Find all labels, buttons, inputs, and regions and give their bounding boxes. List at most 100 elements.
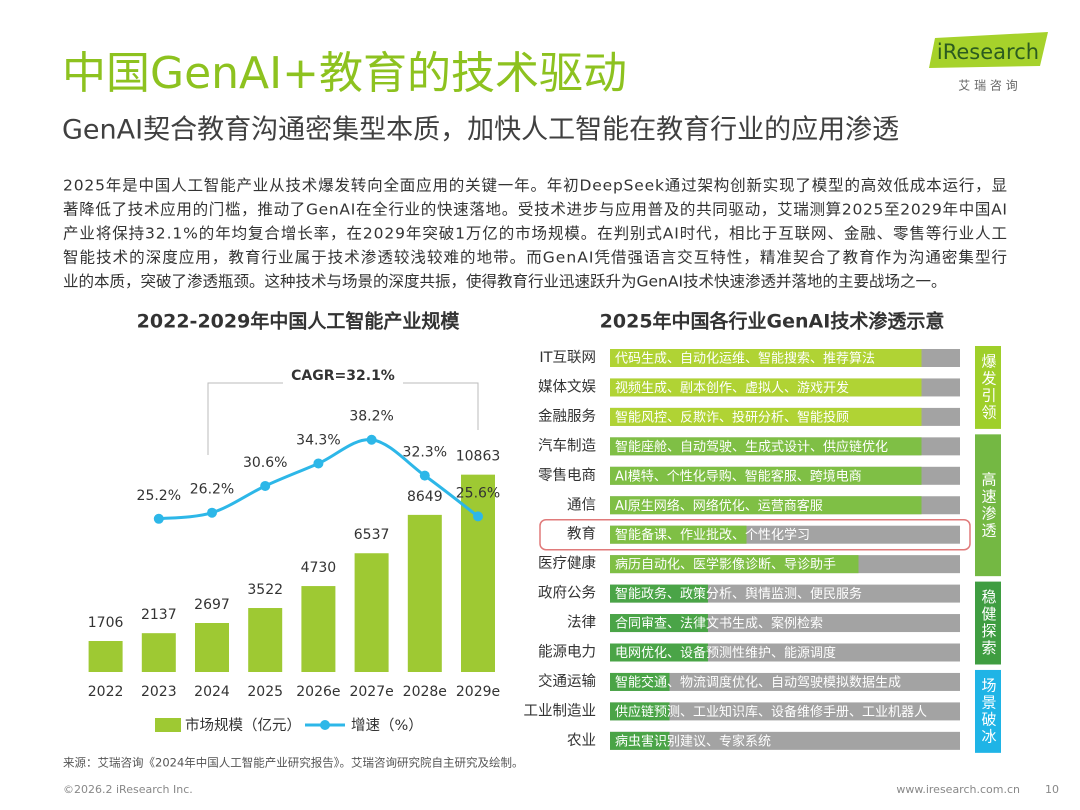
body-text: 2025年是中国人工智能产业从技术爆发转向全面应用的关键一年。年初DeepSee… — [63, 176, 1007, 195]
x-tick-label: 2022 — [88, 684, 124, 700]
penetration-bar — [610, 407, 922, 426]
track — [610, 672, 960, 691]
source: 来源：艾瑞咨询《2024年中国人工智能产业研究报告》。艾瑞咨询研究院自主研究及绘… — [63, 756, 524, 770]
track — [610, 731, 960, 750]
bar — [195, 623, 229, 672]
x-tick-label: 2026e — [296, 684, 340, 700]
growth-label: 30.6% — [243, 455, 287, 471]
growth-label: 38.2% — [349, 409, 393, 425]
row-text: AI原生网络、网络优化、运营商客服 — [615, 498, 823, 514]
row-text: 智能交通、物流调度优化、自动驾驶模拟数据生成 — [615, 674, 901, 690]
row-label: 能源电力 — [538, 644, 596, 661]
bar — [248, 608, 283, 672]
growth-dot — [473, 511, 483, 522]
growth-dot — [153, 513, 164, 524]
growth-dot — [207, 507, 217, 518]
row-label: 零售电商 — [538, 467, 596, 484]
row-label: 医疗健康 — [538, 555, 596, 572]
row-label: IT互联网 — [539, 349, 596, 366]
penetration-bar — [610, 525, 747, 544]
penetration-bar — [610, 731, 670, 750]
logo-sub: 艾 瑞 咨 询 — [958, 78, 1017, 93]
row-label: 汽车制造 — [538, 437, 596, 454]
penetration-bar — [610, 466, 922, 485]
legend-dot — [320, 720, 330, 730]
penetration-bar — [610, 555, 859, 574]
page-number: 10 — [1045, 783, 1059, 796]
x-tick-label: 2023 — [141, 684, 177, 700]
x-tick-label: 2029e — [456, 684, 500, 700]
growth-label: 34.3% — [296, 432, 340, 448]
growth-label: 26.2% — [190, 482, 234, 498]
group-label: 爆发引领 — [980, 353, 998, 421]
bar — [354, 553, 389, 672]
row-text: 电网优化、设备预测性维护、能源调度 — [615, 645, 836, 661]
row-text: 供应链预测、工业知识库、设备维修手册、工业机器人 — [615, 704, 927, 720]
chart-title: 2025年中国各行业GenAI技术渗透示意 — [600, 310, 945, 333]
penetration-bar — [610, 349, 922, 367]
annotation: CAGR=32.1% — [291, 368, 395, 384]
bar-label: 10863 — [456, 449, 501, 465]
bar — [301, 586, 336, 672]
growth-label: 32.3% — [403, 445, 447, 461]
row-text: 病虫害识别建议、专家系统 — [615, 733, 771, 749]
url: www.iresearch.com.cn — [896, 783, 1020, 796]
row-text: 病历自动化、医学影像诊断、导诊助手 — [615, 557, 836, 573]
body-text: 业的本质，突破了渗透瓶颈。这种技术与场景的深度共振，使得教育行业迅速跃升为Gen… — [63, 273, 947, 291]
penetration-bar — [610, 378, 922, 397]
body-text: 智能技术的深度应用，教育行业属于技术渗透较浅较难的地带。而GenAI凭借强语言交… — [63, 248, 1007, 267]
row-text: 智能备课、作业批改、个性化学习 — [615, 527, 810, 543]
bar-label: 2137 — [141, 607, 177, 623]
penetration-bar — [610, 643, 708, 662]
logo: iResearch — [937, 40, 1039, 64]
logo-bg — [929, 32, 1048, 68]
row-label: 媒体文娱 — [538, 378, 596, 395]
growth-dot — [313, 458, 324, 469]
track — [610, 702, 960, 721]
group-label: 高速渗透 — [980, 471, 998, 539]
row-text: 智能座舱、自动驾驶、生成式设计、供应链优化 — [615, 439, 888, 455]
group-label: 场景破冰 — [980, 677, 998, 745]
x-tick-label: 2025 — [247, 684, 283, 700]
row-text: 代码生成、自动化运维、智能搜索、推荐算法 — [615, 352, 875, 367]
row-label: 教育 — [567, 526, 596, 543]
bar-label: 2697 — [194, 597, 230, 613]
group-tag — [975, 346, 1001, 429]
x-tick-label: 2027e — [349, 684, 393, 700]
bar-label: 1706 — [88, 615, 124, 631]
chart-title: 2022-2029年中国人工智能产业规模 — [137, 310, 461, 333]
penetration-bar — [610, 584, 708, 603]
group-tag — [975, 581, 1001, 665]
growth-label: 25.6% — [456, 485, 500, 501]
highlight — [539, 518, 971, 551]
copyright: ©2026.2 iResearch Inc. — [63, 783, 193, 796]
legend-swatch — [155, 718, 181, 732]
bar-label: 6537 — [354, 527, 390, 543]
title: 中国GenAI+教育的技术驱动 — [62, 48, 627, 99]
penetration-bar — [610, 614, 708, 633]
legend-label: 市场规模（亿元） — [185, 717, 301, 734]
body-text: 著降低了技术应用的门槛，推动了GenAI在全行业的快速落地。受技术进步与应用普及… — [63, 200, 1007, 219]
bracket-bg — [283, 366, 403, 386]
row-text: AI模特、个性化导购、智能客服、跨境电商 — [615, 468, 862, 484]
penetration-bar — [610, 702, 670, 721]
row-label: 农业 — [567, 732, 596, 749]
bar — [88, 641, 123, 672]
legend-label: 增速（%） — [351, 717, 423, 734]
row-label: 交通运输 — [538, 672, 596, 690]
bar-label: 8649 — [407, 489, 443, 505]
growth-label: 25.2% — [137, 488, 181, 504]
x-tick-label: 2024 — [194, 684, 230, 700]
bar-label: 3522 — [247, 582, 283, 598]
group-tag — [975, 669, 1001, 753]
penetration-bar — [610, 496, 922, 515]
body-text: 产业将保持32.1%的年均复合增长率，在2029年突破1万亿的市场规模。在判别式… — [63, 225, 1007, 243]
growth-dot — [260, 480, 271, 491]
group-tag — [975, 434, 1001, 577]
group-label: 稳健探索 — [980, 589, 998, 657]
row-label: 政府公务 — [538, 585, 596, 602]
penetration-bar — [610, 672, 670, 691]
row-label: 法律 — [567, 614, 596, 631]
row-text: 视频生成、剧本创作、虚拟人、游戏开发 — [615, 380, 849, 396]
